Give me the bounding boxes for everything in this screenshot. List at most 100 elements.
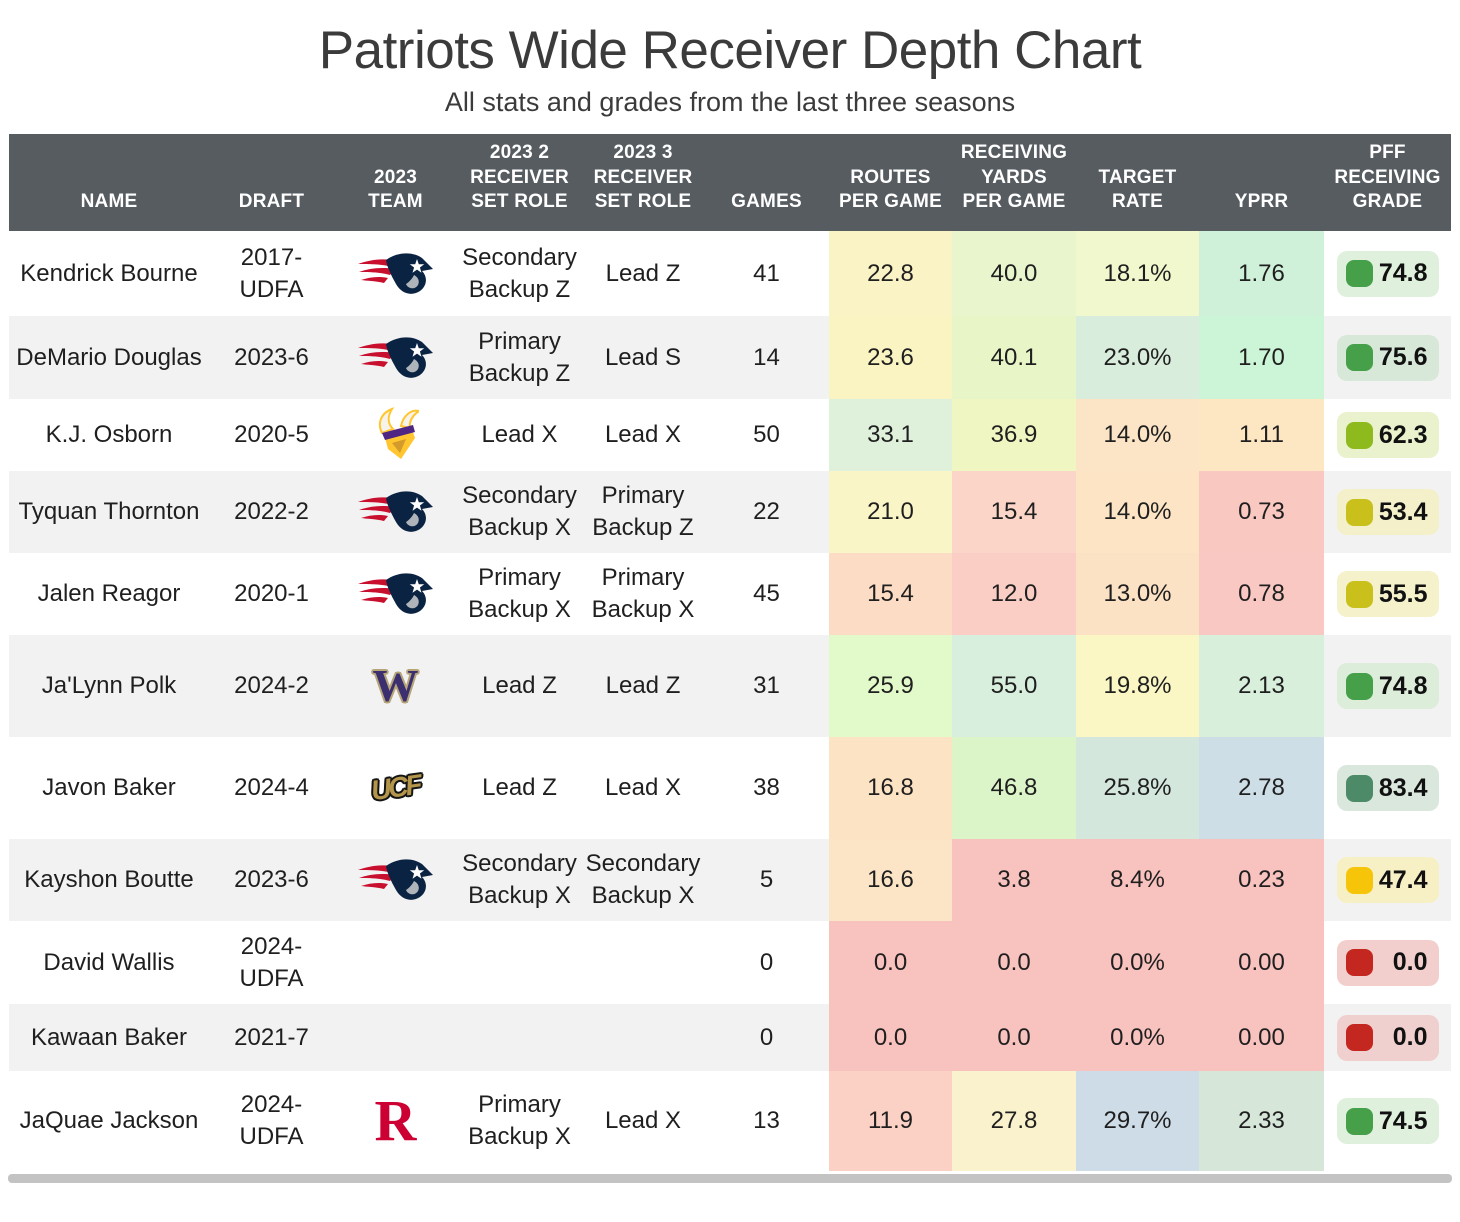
depth-chart-table: NAME DRAFT 2023 TEAM 2023 2 RECEIVER SET RO… [9,134,1451,1171]
receiver2-role: Primary Backup Z [468,327,571,387]
horizontal-scrollbar[interactable] [8,1174,1452,1183]
receiver3-role [582,1004,704,1071]
grade-dot-icon [1345,1024,1373,1051]
table-row: Kendrick Bourne 2017-UDFA Secondary Backup… [9,231,1451,316]
grade-value: 55.5 [1378,579,1428,608]
games-value: 38 [753,774,780,802]
target-rate-value: 29.7% [1076,1071,1199,1171]
receiving-yards-per-game-value: 0.0 [952,921,1076,1004]
target-rate-value: 8.4% [1076,839,1199,921]
grade-value: 75.6 [1378,343,1428,371]
games-value: 13 [753,1107,780,1135]
scrollbar-thumb[interactable] [8,1174,1452,1183]
receiving-yards-per-game-value: 40.1 [952,316,1076,399]
draft-value: 2024-4 [234,774,309,802]
receiver3-role: Lead S [604,343,682,371]
receiver3-role: Primary Backup X [591,564,695,623]
routes-per-game-value: 33.1 [829,399,952,471]
draft-value: 2024-UDFA [239,932,304,992]
table-header-row: NAME DRAFT 2023 TEAM 2023 2 RECEIVER SET RO… [9,134,1451,231]
routes-per-game-value: 21.0 [829,471,952,553]
grade-value: 83.4 [1378,773,1428,802]
draft-value: 2022-2 [234,498,309,526]
table-row: DeMario Douglas 2023-6 Primary Backup Z Lea… [9,316,1451,399]
pff-grade-badge: 74.8 [1336,250,1439,297]
draft-value: 2024-UDFA [239,1091,304,1150]
routes-per-game-value: 16.8 [829,737,952,839]
table-row: Jalen Reagor 2020-1 Primary Backup X Primar… [9,553,1451,635]
page-subtitle: All stats and grades from the last three… [444,87,1016,117]
team-logo-cell [334,1004,457,1071]
routes-per-game-value: 25.9 [829,635,952,737]
table-row: Ja'Lynn Polk 2024-2 W Lead Z Lead Z 31 25.9 55.… [9,635,1451,737]
pff-grade-badge: 55.5 [1336,571,1439,617]
receiver3-role: Lead X [604,774,682,802]
pff-grade-badge: 47.4 [1336,857,1439,903]
table-row: JaQuae Jackson 2024-UDFA R Primary Backup X… [9,1071,1451,1171]
column-header-yprr: YPRR [1234,191,1289,213]
routes-per-game-value: 23.6 [829,316,952,399]
pff-grade-cell: 74.5 [1324,1071,1451,1171]
grade-dot-icon [1345,421,1373,449]
column-header-target-rate: TARGET RATE [1098,166,1177,213]
draft-value: 2024-2 [234,672,309,700]
target-rate-value: 23.0% [1076,316,1199,399]
receiver3-role: Secondary Backup X [585,850,701,909]
games-value: 45 [753,580,780,608]
table-row: Kawaan Baker 2021-7 0 0.0 0.0 0.0% 0.00 0.0 [9,1004,1451,1071]
pff-grade-cell: 62.3 [1324,399,1451,471]
yprr-value: 0.00 [1199,1004,1324,1071]
receiving-yards-per-game-value: 55.0 [952,635,1076,737]
yprr-value: 0.73 [1199,471,1324,553]
page: Patriots Wide Receiver Depth Chart All s… [0,20,1460,1183]
routes-per-game-value: 22.8 [829,231,952,316]
player-name: DeMario Douglas [16,343,202,371]
grade-dot-icon [1345,672,1373,700]
grade-dot-icon [1345,580,1373,608]
patriots-logo [357,252,433,294]
rutgers-logo: R [374,1088,417,1153]
yprr-value: 1.11 [1199,399,1324,471]
player-name: JaQuae Jackson [19,1107,199,1135]
grade-dot-icon [1345,774,1373,802]
pff-grade-cell: 74.8 [1324,635,1451,737]
receiver2-role: Lead X [481,421,558,449]
team-logo-cell [334,471,457,553]
grade-value: 47.4 [1378,865,1428,894]
draft-value: 2020-5 [234,421,309,449]
receiver2-role [457,921,582,1004]
table-body: Kendrick Bourne 2017-UDFA Secondary Backup… [9,231,1451,1171]
pff-grade-badge: 53.4 [1336,489,1439,535]
yprr-value: 2.13 [1199,635,1324,737]
routes-per-game-value: 0.0 [829,921,952,1004]
team-logo-cell [334,316,457,399]
games-value: 0 [759,1023,774,1051]
games-value: 50 [753,421,780,449]
pff-grade-badge: 74.8 [1336,663,1439,709]
receiving-yards-per-game-value: 36.9 [952,399,1076,471]
player-name: Kawaan Baker [30,1023,188,1051]
column-header-games: GAMES [731,191,802,213]
vikings-logo [378,407,419,459]
routes-per-game-value: 11.9 [829,1071,952,1171]
target-rate-value: 25.8% [1076,737,1199,839]
routes-per-game-value: 16.6 [829,839,952,921]
team-logo-cell: R [334,1071,457,1171]
receiver2-role: Secondary Backup X [462,482,577,541]
draft-value: 2023-6 [234,343,309,371]
table-row: David Wallis 2024-UDFA 0 0.0 0.0 0.0% 0.00 0.0 [9,921,1451,1004]
pff-grade-cell: 74.8 [1324,231,1451,316]
grade-dot-icon [1345,1107,1373,1135]
player-name: David Wallis [43,948,175,976]
yprr-value: 0.78 [1199,553,1324,635]
table-row: K.J. Osborn 2020-5 Lead X Lead X 50 33.1 36.9 1… [9,399,1451,471]
pff-grade-cell: 83.4 [1324,737,1451,839]
receiving-yards-per-game-value: 0.0 [952,1004,1076,1071]
pff-grade-cell: 47.4 [1324,839,1451,921]
pff-grade-badge: 83.4 [1336,765,1439,811]
yprr-value: 2.78 [1199,737,1324,839]
target-rate-value: 0.0% [1076,1004,1199,1071]
receiving-yards-per-game-value: 40.0 [952,231,1076,316]
receiver2-role: Secondary Backup Z [462,243,577,303]
receiver2-role: Lead Z [482,774,557,802]
